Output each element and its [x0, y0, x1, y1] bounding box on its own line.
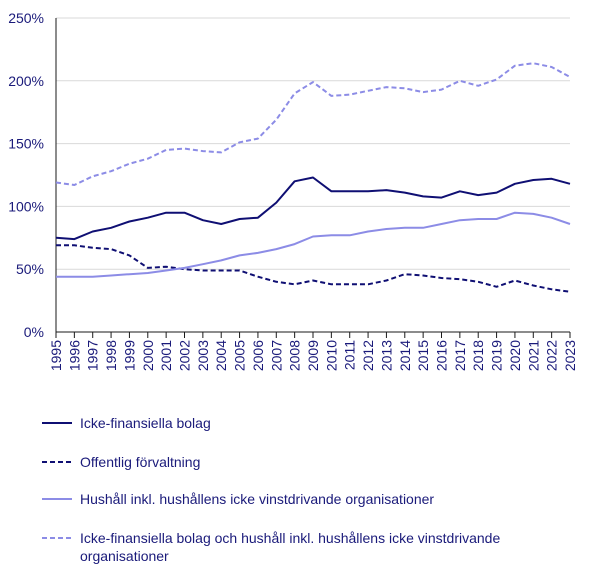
x-tick-label: 2002	[177, 340, 193, 371]
x-tick-label: 2015	[415, 340, 431, 371]
series-line-4	[55, 62, 571, 186]
series-line-3	[56, 211, 571, 278]
x-tick-label: 2000	[140, 340, 156, 371]
x-tick-label: 2017	[452, 340, 468, 371]
x-tick-label: 1995	[48, 340, 64, 371]
legend-label-2: Offentlig förvaltning	[80, 454, 200, 470]
series-lines	[55, 62, 571, 293]
legend: Icke-finansiella bolag Offentlig förvaltn…	[42, 415, 500, 564]
x-tick-label: 2004	[213, 340, 229, 371]
x-tick-label: 2016	[434, 340, 450, 371]
x-tick-label: 1999	[121, 340, 137, 371]
x-tick-label: 2009	[305, 340, 321, 371]
y-tick-label: 100%	[8, 198, 44, 214]
y-axis-tick-labels: 0% 50% 100% 150% 200% 250%	[8, 10, 44, 340]
x-tick-label: 2012	[360, 340, 376, 371]
legend-label-line: organisationer	[80, 548, 169, 564]
grid-lines	[56, 17, 570, 270]
series-line-2	[56, 244, 571, 293]
series-line-1	[55, 176, 571, 241]
y-tick-label: 50%	[16, 261, 44, 277]
y-tick-label: 200%	[8, 73, 44, 89]
x-tick-label: 2022	[544, 340, 560, 371]
x-tick-label: 1996	[66, 340, 82, 371]
x-tick-label: 2011	[342, 340, 358, 370]
x-tick-label: 2023	[562, 340, 578, 371]
y-tick-label: 0%	[24, 324, 44, 340]
x-tick-label: 2021	[525, 340, 541, 371]
legend-label-1: Icke-finansiella bolag	[80, 415, 211, 431]
x-tick-label: 2019	[489, 340, 505, 371]
x-tick-label: 2001	[158, 340, 174, 371]
x-tick-label: 2006	[250, 340, 266, 371]
y-tick-label: 150%	[8, 136, 44, 152]
y-tick-label: 250%	[8, 10, 44, 26]
x-tick-label: 2014	[397, 340, 413, 371]
legend-label-4: Icke-finansiella bolag och hushåll inkl.…	[80, 530, 500, 564]
x-axis: 1995 1996 1997 1998 1999 2000 2001 2002 2003 2004…	[48, 18, 578, 371]
x-tick-label: 1997	[85, 340, 101, 371]
x-tick-label: 2005	[232, 340, 248, 371]
x-tick-label: 1998	[103, 340, 119, 371]
x-tick-label: 2018	[470, 340, 486, 371]
legend-label-line: Icke-finansiella bolag och hushåll inkl.…	[80, 530, 500, 546]
x-tick-label: 2007	[268, 340, 284, 371]
x-tick-label: 2020	[507, 340, 523, 371]
x-tick-label: 2003	[195, 340, 211, 371]
x-tick-label: 2010	[323, 340, 339, 371]
x-tick-label: 2008	[287, 340, 303, 371]
legend-label-3: Hushåll inkl. hushållens icke vinstdriva…	[80, 491, 434, 507]
x-tick-label: 2013	[378, 340, 394, 371]
